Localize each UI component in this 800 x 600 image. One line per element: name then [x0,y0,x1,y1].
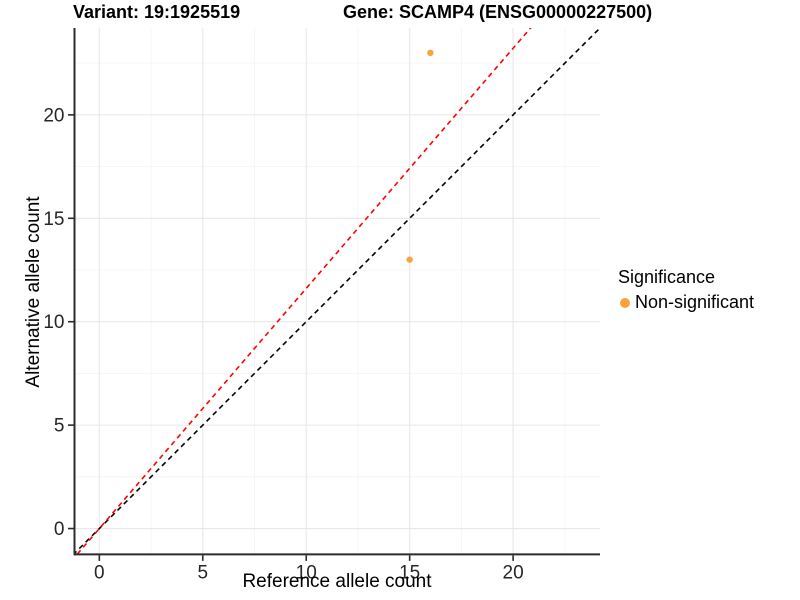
y-axis-label: Alternative allele count [23,196,44,388]
legend: Significance Non-significant [618,267,754,313]
plot-title-variant: Variant: 19:1925519 [73,2,241,22]
x-tick-label: 15 [399,562,420,583]
y-tick-label: 10 [43,312,64,333]
data-point [427,49,434,57]
x-tick-label: 5 [197,562,208,583]
x-tick-label: 20 [503,562,524,583]
legend-item-label: Non-significant [635,292,755,312]
allelic-ratio-line [75,28,532,555]
identity-line [74,28,600,555]
legend-item: Non-significant [618,292,754,313]
x-axis-label: Reference allele count [242,571,432,592]
legend-point-icon [620,297,630,308]
data-point [406,256,413,263]
data-points [406,49,434,263]
x-tick-label: 0 [94,562,105,583]
tick-marks [68,114,514,561]
tick-labels: 0 5 10 15 20 0 5 10 15 20 [43,105,523,583]
y-tick-label: 0 [54,519,65,540]
y-tick-label: 20 [43,105,64,126]
axis-lines [73,28,600,556]
x-tick-label: 10 [296,562,317,583]
legend-title: Significance [618,267,716,287]
y-tick-label: 5 [54,416,65,437]
grid-minor [74,28,600,555]
y-tick-label: 15 [43,209,64,230]
plot-title-gene: Gene: SCAMP4 (ENSG00000227500) [343,2,653,22]
